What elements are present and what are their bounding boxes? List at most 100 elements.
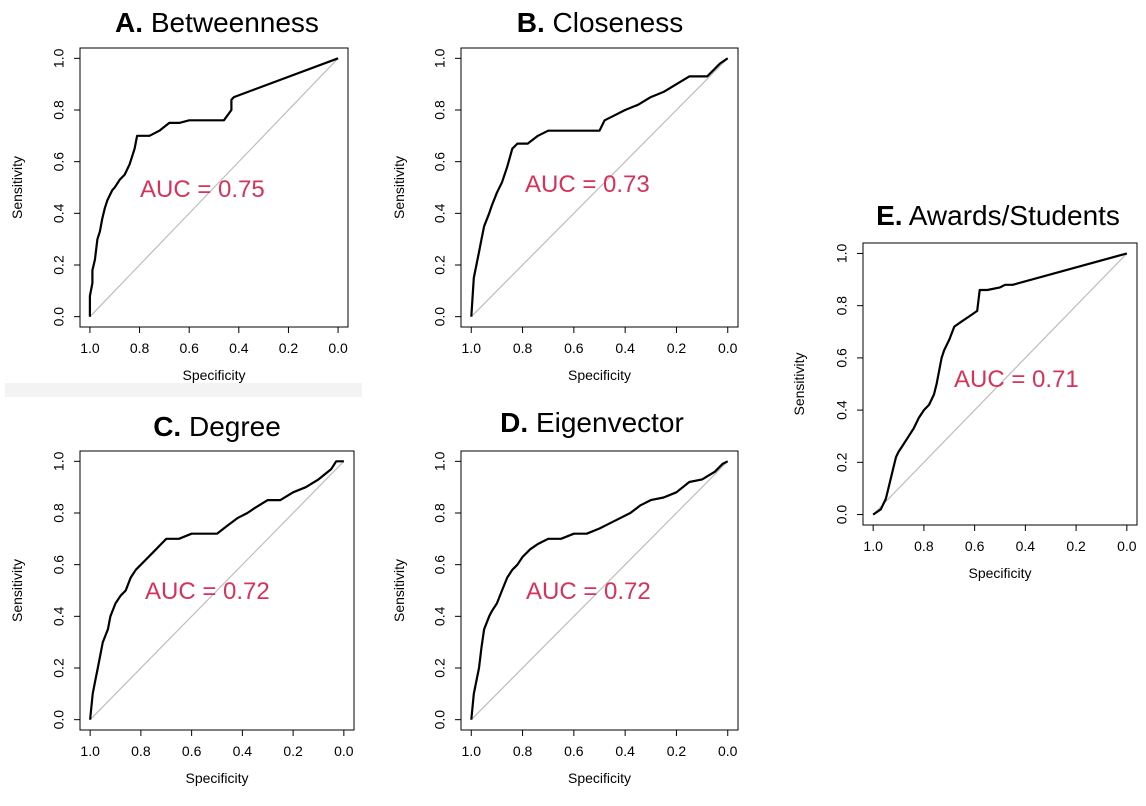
panel-title: C. Degree (153, 411, 281, 442)
panel-title: B. Closeness (517, 7, 684, 38)
panel-title-text: Betweenness (143, 7, 319, 38)
roc-panel: E. Awards/Students 1.0 0.8 0.6 0.4 0.2 0.0 0.0 0… (791, 200, 1138, 581)
x-tick-label: 1.0 (462, 340, 482, 356)
y-tick-label: 0.0 (51, 710, 67, 730)
y-tick-label: 0.4 (432, 203, 448, 223)
roc-curve (88, 57, 339, 317)
y-tick-label: 0.2 (834, 452, 850, 472)
y-tick-label: 0.2 (432, 658, 448, 678)
x-tick-label: 0.4 (615, 340, 635, 356)
x-tick-label: 0.4 (233, 743, 253, 759)
y-tick-label: 0.4 (834, 400, 850, 420)
roc-curve (872, 252, 1128, 516)
x-tick-label: 1.0 (462, 743, 482, 759)
panel-letter: B. (517, 7, 545, 38)
y-tick-label: 0.2 (432, 255, 448, 275)
x-axis-label: Specificity (568, 367, 631, 383)
y-tick-label: 0.2 (51, 658, 67, 678)
x-tick-label: 0.8 (513, 743, 533, 759)
y-axis-label: Sensitivity (9, 156, 25, 219)
roc-panel: A. Betweenness 1.0 0.8 0.6 0.4 0.2 0.0 0.0 0.2 0.… (9, 7, 349, 383)
separator-band (5, 383, 362, 397)
panel-title: D. Eigenvector (500, 407, 684, 438)
x-tick-label: 0.6 (965, 538, 985, 554)
x-tick-label: 1.0 (80, 743, 100, 759)
y-tick-label: 0.8 (51, 503, 67, 523)
x-tick-label: 0.6 (179, 340, 199, 356)
plot-frame (79, 47, 349, 328)
x-tick-label: 0.4 (615, 743, 635, 759)
x-tick-label: 0.4 (1016, 538, 1036, 554)
y-tick-label: 0.4 (51, 203, 67, 223)
y-tick-label: 1.0 (432, 451, 448, 471)
panel-letter: A. (115, 7, 143, 38)
reference-diagonal (89, 460, 345, 721)
y-tick-label: 0.6 (432, 152, 448, 172)
plot-frame (79, 450, 355, 731)
x-tick-label: 0.2 (667, 340, 687, 356)
reference-diagonal (470, 460, 729, 721)
auc-annotation: AUC = 0.71 (954, 366, 1079, 393)
y-tick-label: 1.0 (51, 48, 67, 68)
roc-curve (89, 460, 344, 720)
auc-annotation: AUC = 0.73 (525, 171, 650, 198)
x-tick-label: 1.0 (863, 538, 883, 554)
panels: A. Betweenness 1.0 0.8 0.6 0.4 0.2 0.0 0.0 0.2 0.… (9, 7, 1138, 786)
x-tick-label: 0.8 (513, 340, 533, 356)
x-tick-label: 0.0 (328, 340, 348, 356)
y-tick-label: 0.6 (834, 348, 850, 368)
x-tick-label: 1.0 (80, 340, 100, 356)
roc-curve (470, 460, 729, 720)
y-tick-label: 0.8 (51, 100, 67, 120)
panel-title: E. Awards/Students (876, 200, 1120, 231)
panel-letter: E. (876, 200, 902, 231)
y-axis-label: Sensitivity (391, 559, 407, 622)
panel-title-text: Degree (181, 411, 281, 442)
x-tick-label: 0.8 (131, 743, 151, 759)
panel-letter: C. (153, 411, 181, 442)
y-tick-label: 0.6 (51, 555, 67, 575)
roc-panel: C. Degree 1.0 0.8 0.6 0.4 0.2 0.0 0.0 0.2 0.4 0.6 0… (9, 411, 355, 786)
roc-panel: D. Eigenvector 1.0 0.8 0.6 0.4 0.2 0.0 0.0 0.2 0.… (391, 407, 739, 786)
y-axis-label: Sensitivity (791, 352, 807, 415)
auc-annotation: AUC = 0.75 (140, 176, 265, 203)
y-tick-label: 1.0 (51, 451, 67, 471)
y-axis-label: Sensitivity (391, 156, 407, 219)
x-axis-label: Specificity (568, 770, 631, 786)
x-axis-label: Specificity (182, 367, 245, 383)
reference-diagonal (872, 253, 1128, 515)
x-tick-label: 0.6 (564, 340, 584, 356)
plot-frame (862, 242, 1138, 526)
panel-title-text: Awards/Students (903, 200, 1120, 231)
x-tick-label: 0.0 (718, 340, 738, 356)
y-tick-label: 1.0 (432, 48, 448, 68)
x-tick-label: 0.0 (334, 743, 354, 759)
y-tick-label: 0.6 (51, 152, 67, 172)
y-axis-label: Sensitivity (9, 559, 25, 622)
panel-title-text: Closeness (545, 7, 684, 38)
x-tick-label: 0.2 (283, 743, 303, 759)
panel-letter: D. (500, 407, 528, 438)
plot-frame (460, 47, 739, 328)
auc-annotation: AUC = 0.72 (145, 578, 270, 605)
y-tick-label: 0.8 (432, 100, 448, 120)
reference-diagonal (470, 57, 729, 318)
x-tick-label: 0.0 (1117, 538, 1137, 554)
x-tick-label: 0.8 (130, 340, 150, 356)
y-tick-label: 0.0 (834, 505, 850, 525)
x-tick-label: 0.4 (229, 340, 249, 356)
y-tick-label: 1.0 (834, 244, 850, 264)
roc-curve (470, 57, 729, 317)
roc-panel: B. Closeness 1.0 0.8 0.6 0.4 0.2 0.0 0.0 0.2 0.4 0… (391, 7, 739, 383)
y-tick-label: 0.0 (51, 307, 67, 327)
x-tick-label: 0.6 (564, 743, 584, 759)
panel-title-text: Eigenvector (528, 407, 684, 438)
plot-frame (460, 450, 739, 731)
x-tick-label: 0.0 (718, 743, 738, 759)
x-axis-label: Specificity (185, 770, 248, 786)
panel-title: A. Betweenness (115, 7, 319, 38)
reference-diagonal (89, 57, 339, 318)
x-tick-label: 0.2 (279, 340, 299, 356)
x-tick-label: 0.8 (914, 538, 934, 554)
